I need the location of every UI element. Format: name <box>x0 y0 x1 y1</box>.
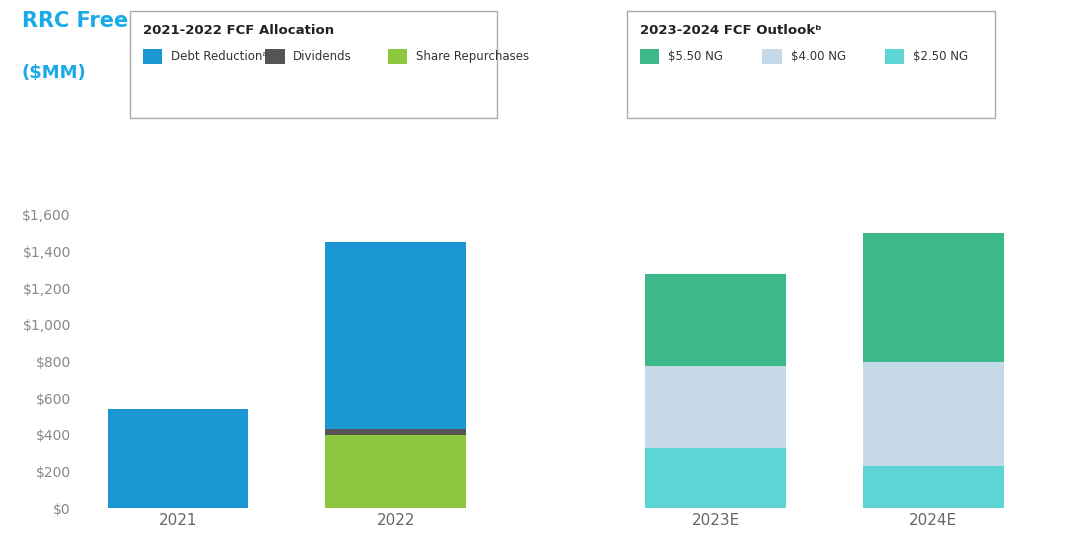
Text: ($MM): ($MM) <box>22 64 86 82</box>
Text: $4.00 NG: $4.00 NG <box>790 50 845 63</box>
Text: 2023-2024 FCF Outlookᵇ: 2023-2024 FCF Outlookᵇ <box>640 24 822 37</box>
Text: Dividends: Dividends <box>293 50 352 63</box>
Text: $5.50 NG: $5.50 NG <box>668 50 723 63</box>
Text: Share Repurchases: Share Repurchases <box>416 50 529 63</box>
Bar <box>645 274 786 366</box>
Bar <box>645 366 786 448</box>
Text: RRC Free Cash Flow: RRC Free Cash Flow <box>22 11 254 30</box>
Text: $2.50 NG: $2.50 NG <box>913 50 969 63</box>
Bar <box>108 409 249 508</box>
Bar <box>645 448 786 508</box>
Bar <box>863 233 1004 362</box>
Bar <box>863 466 1004 508</box>
Text: Debt Reductionᵃ: Debt Reductionᵃ <box>171 50 267 63</box>
Bar <box>325 435 466 508</box>
Bar <box>325 429 466 435</box>
Bar <box>863 362 1004 466</box>
Bar <box>325 242 466 429</box>
Text: 2021-2022 FCF Allocation: 2021-2022 FCF Allocation <box>143 24 334 37</box>
